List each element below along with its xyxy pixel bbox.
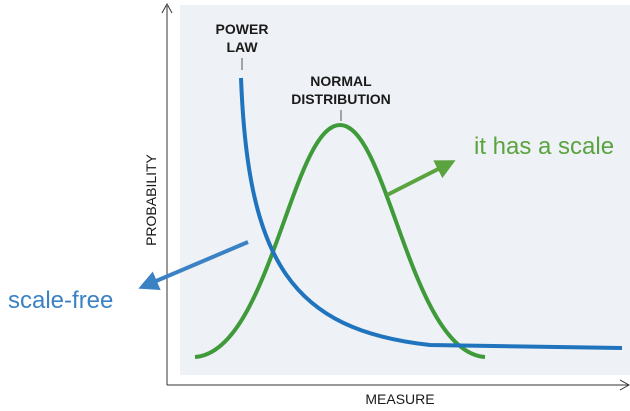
power-law-label: LAW bbox=[226, 39, 258, 55]
x-axis-label: MEASURE bbox=[365, 391, 434, 407]
normal-label: DISTRIBUTION bbox=[291, 91, 391, 107]
annotation-arrow bbox=[386, 160, 456, 197]
x-axis-arrow bbox=[619, 379, 630, 391]
plot-panel bbox=[180, 5, 630, 375]
power-law-curve bbox=[239, 77, 623, 350]
y-axis-arrow bbox=[161, 2, 173, 14]
normal-label: NORMAL bbox=[310, 73, 372, 89]
scale-annotation: it has a scale bbox=[474, 133, 614, 160]
scale-free-annotation: scale-free bbox=[8, 287, 113, 314]
annotation-arrow bbox=[138, 240, 249, 290]
power-law-label: POWER bbox=[216, 21, 269, 37]
y-axis-label: PROBABILITY bbox=[143, 153, 159, 245]
normal-curve bbox=[194, 122, 486, 359]
